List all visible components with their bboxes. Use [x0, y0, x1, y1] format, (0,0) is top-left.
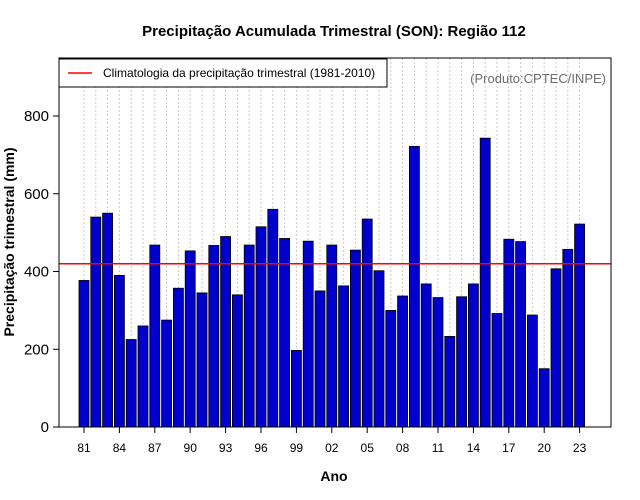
bar-1999	[290, 350, 302, 428]
bar-2021	[550, 268, 562, 428]
y-tick-label: 600	[24, 186, 49, 203]
bar-2002	[326, 244, 338, 428]
bar-2022	[562, 248, 574, 428]
bar-2013	[456, 296, 468, 428]
bar-2018	[515, 241, 526, 428]
x-tick-label: 81	[77, 441, 91, 455]
credit-text: (Produto:CPTEC/INPE)	[470, 71, 606, 86]
bar-1983	[102, 212, 113, 428]
bar-1988	[161, 319, 173, 428]
bar-1997	[267, 208, 279, 428]
bar-2008	[397, 295, 409, 428]
y-tick-label: 0	[41, 419, 49, 436]
bar-2016	[491, 313, 503, 428]
bar-1991	[196, 292, 208, 428]
bar-2023	[574, 223, 585, 428]
bar-2010	[420, 283, 432, 428]
legend: Climatologia da precipitação trimestral …	[58, 58, 388, 88]
bar-1992	[208, 245, 220, 428]
bar-1998	[279, 238, 291, 428]
bar-2011	[432, 297, 444, 428]
y-tick-label: 200	[24, 341, 49, 358]
bar-2017	[503, 238, 515, 428]
x-axis-title: Ano	[320, 468, 347, 484]
bar-2012	[444, 336, 456, 428]
bar-1996	[255, 226, 267, 428]
legend-box	[58, 58, 388, 88]
bar-1990	[184, 250, 196, 428]
bar-1995	[243, 244, 255, 428]
legend-label: Climatologia da precipitação trimestral …	[103, 66, 375, 80]
bar-1986	[137, 325, 149, 428]
bar-1981	[78, 280, 90, 428]
bar-2001	[314, 290, 326, 428]
x-tick-label: 08	[396, 441, 410, 455]
x-tick-label: 02	[325, 441, 339, 455]
bar-1984	[114, 274, 125, 428]
x-tick-label: 14	[467, 441, 481, 455]
bar-2007	[385, 309, 397, 428]
x-tick-label: 87	[148, 441, 162, 455]
x-axis: 81 84 87 90 93 96 99 02 05 08 11 14 17 20 23	[77, 427, 587, 455]
plot-frame	[58, 57, 612, 428]
bar-2019	[527, 314, 538, 428]
bar-2000	[302, 240, 314, 428]
bar-1994	[231, 294, 243, 428]
x-tick-label: 17	[502, 441, 516, 455]
bar-2009	[408, 145, 420, 428]
y-tick-label: 800	[24, 108, 49, 125]
chart-title: Precipitação Acumulada Trimestral (SON):…	[142, 23, 526, 40]
bar-2004	[349, 249, 361, 428]
bar-2014	[467, 283, 479, 428]
bar-1987	[149, 244, 161, 428]
y-tick-label: 400	[24, 264, 49, 281]
bar-2005	[361, 218, 373, 428]
x-tick-label: 11	[432, 441, 445, 455]
bars-group	[78, 137, 585, 428]
x-tick-label: 96	[254, 441, 268, 455]
x-tick-label: 90	[184, 441, 198, 455]
y-axis-title: Precipitação trimestral (mm)	[1, 147, 17, 336]
x-tick-label: 23	[573, 441, 587, 455]
x-tick-label: 05	[361, 441, 375, 455]
y-axis: 0 200 400 600 800	[24, 108, 59, 436]
bar-2006	[373, 270, 385, 428]
x-tick-label: 93	[219, 441, 233, 455]
bar-1982	[90, 216, 102, 428]
bar-2020	[538, 368, 550, 428]
bar-2003	[338, 285, 350, 428]
x-tick-label: 84	[113, 441, 127, 455]
bar-1985	[125, 339, 137, 428]
bar-1993	[220, 236, 232, 428]
bar-2015	[479, 137, 491, 428]
bar-1989	[172, 287, 184, 428]
x-tick-label: 99	[290, 441, 304, 455]
x-tick-label: 20	[538, 441, 552, 455]
